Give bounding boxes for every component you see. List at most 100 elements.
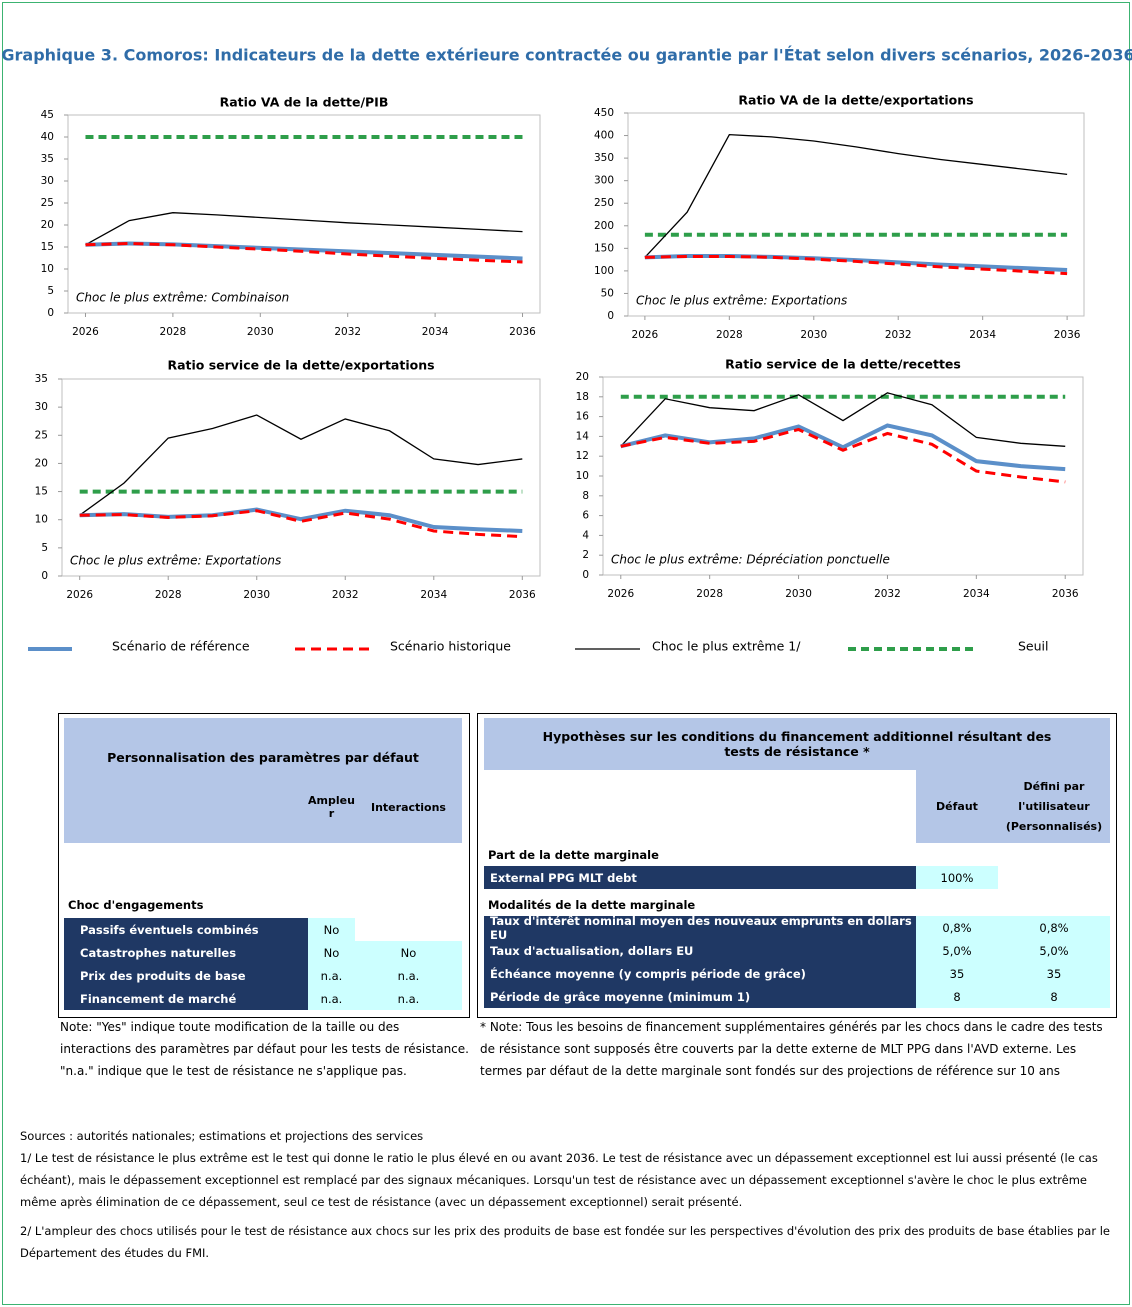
table-frame bbox=[58, 713, 470, 1018]
column-header: Interactions bbox=[355, 785, 462, 829]
y-tick-label: 6 bbox=[582, 510, 589, 522]
plot-frame bbox=[67, 114, 541, 314]
legend-label: Seuil bbox=[1018, 639, 1049, 654]
row-label: Passifs éventuels combinés bbox=[64, 918, 308, 941]
row-label: Taux d'intérêt nominal moyen des nouveau… bbox=[484, 914, 916, 942]
section-title: Modalités de la dette marginale bbox=[488, 898, 696, 912]
annotation: Choc le plus extrême: Exportations bbox=[70, 554, 281, 568]
x-tick-label: 2034 bbox=[963, 588, 990, 600]
y-tick-label: 20 bbox=[41, 219, 54, 231]
row-value: 0,8% bbox=[998, 916, 1110, 939]
series-line bbox=[620, 392, 1066, 447]
y-tick-label: 20 bbox=[576, 371, 589, 383]
y-tick-label: 100 bbox=[594, 265, 614, 277]
y-tick-label: 25 bbox=[41, 197, 54, 209]
row-value: 35 bbox=[998, 962, 1110, 985]
table-note: Note: "Yes" indique toute modification d… bbox=[60, 1020, 469, 1078]
y-tick-label: 150 bbox=[594, 242, 614, 254]
y-tick-label: 14 bbox=[576, 430, 590, 442]
row-label: Prix des produits de base bbox=[64, 964, 308, 987]
y-tick-label: 0 bbox=[582, 569, 589, 581]
y-tick-label: 10 bbox=[35, 514, 48, 526]
y-tick-label: 15 bbox=[35, 486, 48, 498]
plot-frame bbox=[61, 378, 541, 577]
series-line bbox=[644, 254, 1068, 276]
row-value: No bbox=[308, 918, 355, 941]
y-tick-label: 300 bbox=[594, 175, 614, 187]
row-value: 5,0% bbox=[998, 939, 1110, 962]
x-tick-label: 2026 bbox=[72, 326, 99, 338]
series-line bbox=[85, 241, 523, 264]
x-tick-label: 2032 bbox=[332, 589, 359, 601]
series-line bbox=[620, 423, 1066, 472]
x-tick-label: 2036 bbox=[1054, 329, 1081, 341]
x-tick-label: 2034 bbox=[422, 326, 449, 338]
y-tick-label: 4 bbox=[582, 529, 589, 541]
row-value: 100% bbox=[916, 866, 998, 889]
x-tick-label: 2032 bbox=[885, 329, 912, 341]
table-title: Hypothèses sur les conditions du finance… bbox=[484, 718, 1110, 770]
x-tick-label: 2030 bbox=[243, 589, 270, 601]
y-tick-label: 400 bbox=[594, 130, 614, 142]
plot-frame bbox=[627, 112, 1085, 317]
table-note: * Note: Tous les besoins de financement … bbox=[480, 1020, 1103, 1078]
x-tick-label: 2028 bbox=[155, 589, 182, 601]
annotation: Choc le plus extrême: Combinaison bbox=[76, 291, 289, 305]
section-title: Choc d'engagements bbox=[68, 898, 204, 912]
row-value: 5,0% bbox=[916, 939, 998, 962]
y-tick-label: 5 bbox=[47, 285, 54, 297]
series-line bbox=[79, 414, 523, 516]
x-tick-label: 2028 bbox=[696, 588, 723, 600]
footnote: 2/ L'ampleur des chocs utilisés pour le … bbox=[20, 1224, 1111, 1260]
row-label: Catastrophes naturelles bbox=[64, 941, 308, 964]
y-tick-label: 0 bbox=[47, 307, 54, 319]
x-tick-label: 2030 bbox=[785, 588, 812, 600]
y-tick-label: 0 bbox=[41, 570, 48, 582]
x-tick-label: 2028 bbox=[716, 329, 743, 341]
page-title: Graphique 3. Comoros: Indicateurs de la … bbox=[1, 46, 1132, 65]
y-tick-label: 15 bbox=[41, 241, 54, 253]
x-tick-label: 2036 bbox=[509, 326, 536, 338]
y-tick-label: 25 bbox=[35, 429, 48, 441]
x-tick-label: 2032 bbox=[334, 326, 361, 338]
annotation: Choc le plus extrême: Exportations bbox=[636, 294, 847, 308]
sources: Sources : autorités nationales; estimati… bbox=[20, 1129, 424, 1143]
footnote: 1/ Le test de résistance le plus extrême… bbox=[20, 1151, 1098, 1209]
x-tick-label: 2026 bbox=[66, 589, 93, 601]
x-tick-label: 2032 bbox=[874, 588, 901, 600]
legend-label: Scénario de référence bbox=[112, 639, 250, 654]
y-tick-label: 40 bbox=[41, 131, 54, 143]
row-value: 8 bbox=[916, 985, 998, 1008]
x-tick-label: 2028 bbox=[160, 326, 187, 338]
y-tick-label: 0 bbox=[607, 310, 614, 322]
y-tick-label: 12 bbox=[576, 450, 589, 462]
row-label: Échéance moyenne (y compris période de g… bbox=[484, 962, 916, 985]
annotation: Choc le plus extrême: Dépréciation ponct… bbox=[611, 553, 890, 567]
x-tick-label: 2030 bbox=[247, 326, 274, 338]
series-line bbox=[620, 427, 1066, 484]
x-tick-label: 2026 bbox=[607, 588, 634, 600]
y-tick-label: 16 bbox=[576, 411, 590, 423]
y-tick-label: 35 bbox=[41, 153, 54, 165]
series-line bbox=[85, 212, 523, 246]
row-label: Financement de marché bbox=[64, 987, 308, 1010]
x-tick-label: 2026 bbox=[632, 329, 659, 341]
chart-title: Ratio service de la dette/recettes bbox=[725, 357, 961, 372]
y-tick-label: 450 bbox=[594, 107, 614, 119]
row-label: Taux d'actualisation, dollars EU bbox=[484, 939, 916, 962]
x-tick-label: 2030 bbox=[800, 329, 827, 341]
y-tick-label: 18 bbox=[576, 391, 589, 403]
legend-label: Choc le plus extrême 1/ bbox=[652, 639, 801, 654]
y-tick-label: 50 bbox=[601, 287, 614, 299]
row-value: n.a. bbox=[308, 987, 355, 1010]
row-value: No bbox=[355, 941, 462, 964]
column-header: Défaut bbox=[916, 770, 998, 843]
x-tick-label: 2036 bbox=[509, 589, 536, 601]
table-title: Personnalisation des paramètres par défa… bbox=[64, 740, 462, 774]
chart-title: Ratio VA de la dette/PIB bbox=[220, 95, 389, 110]
column-header: Défini par l'utilisateur (Personnalisés) bbox=[998, 770, 1110, 843]
x-tick-label: 2034 bbox=[969, 329, 996, 341]
